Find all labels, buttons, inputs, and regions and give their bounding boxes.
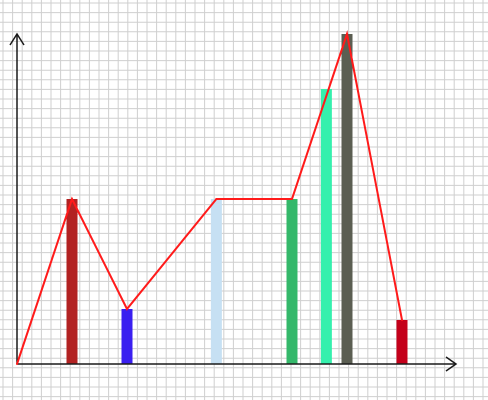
line-point [71,198,73,200]
line-point [16,363,18,365]
bar [210,199,222,364]
bar [121,309,133,364]
bar [66,199,78,364]
bar [320,89,332,364]
line-point [126,308,128,310]
series [16,30,403,365]
line-point [215,198,218,200]
line-point [291,198,293,200]
x-axis-arrow [445,356,458,372]
bar [286,199,298,364]
y-axis-arrow [9,32,25,46]
line-point [346,33,348,35]
line-point [401,319,403,321]
bar [396,320,408,364]
axes [9,32,458,372]
bars [66,34,408,364]
bar [341,34,353,364]
